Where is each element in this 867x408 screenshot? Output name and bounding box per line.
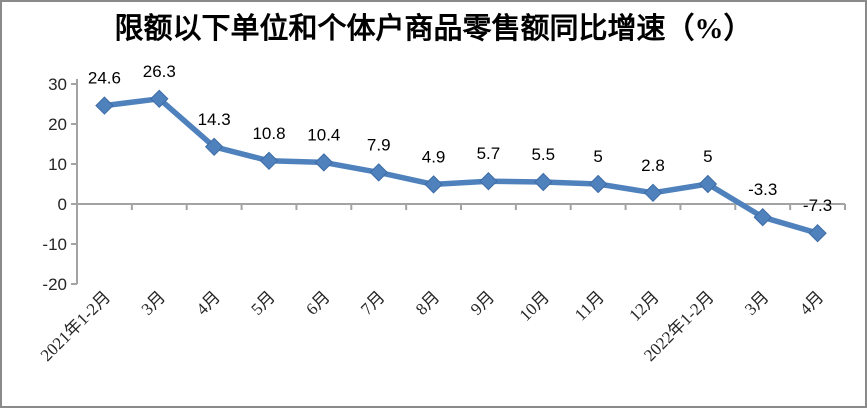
y-tick-label: 20 <box>48 115 67 134</box>
data-point-label: 10.4 <box>307 125 340 144</box>
data-point-marker <box>698 174 718 194</box>
data-point-marker <box>369 163 388 182</box>
data-point-label: 4.9 <box>422 147 446 166</box>
data-point-label: 5.7 <box>477 144 501 163</box>
data-point-marker <box>479 171 498 191</box>
x-category-label: 3月 <box>138 287 169 318</box>
data-point-label: 5 <box>703 147 712 166</box>
data-point-marker <box>534 172 553 192</box>
x-category-label: 7月 <box>357 287 388 318</box>
data-point-label: 24.6 <box>88 69 121 88</box>
x-category-label: 4月 <box>193 287 224 318</box>
x-category-label: 2021年1-2月 <box>37 287 115 365</box>
x-category-label: 9月 <box>467 287 498 318</box>
data-point-label: 14.3 <box>198 110 231 129</box>
data-point-label: 2.8 <box>641 156 665 175</box>
data-point-label: 10.8 <box>252 124 285 143</box>
data-point-label: 26.3 <box>143 62 176 81</box>
y-tick-label: 10 <box>48 155 67 174</box>
data-point-marker <box>259 151 279 171</box>
x-category-label: 4月 <box>796 287 827 318</box>
data-point-marker <box>808 223 827 243</box>
x-category-label: 5月 <box>247 287 278 318</box>
data-point-label: -3.3 <box>748 180 777 199</box>
data-point-marker <box>753 207 772 227</box>
data-point-marker <box>643 183 663 203</box>
x-category-label: 6月 <box>302 287 333 318</box>
data-point-label: 5 <box>593 147 602 166</box>
data-point-marker <box>95 96 114 115</box>
data-point-label: -7.3 <box>803 196 832 215</box>
x-category-label: 10月 <box>516 287 553 324</box>
data-point-label: 7.9 <box>367 135 391 154</box>
y-tick-label: -10 <box>42 235 67 254</box>
data-point-marker <box>314 153 334 172</box>
y-tick-label: 0 <box>58 195 67 214</box>
chart-title: 限额以下单位和个体户商品零售额同比增速（%） <box>114 13 753 45</box>
x-category-label: 8月 <box>412 287 443 318</box>
y-tick-label: 30 <box>48 75 67 94</box>
data-point-marker <box>588 174 608 194</box>
series-line <box>101 96 821 236</box>
data-point-label: 5.5 <box>531 145 555 164</box>
y-tick-label: -20 <box>42 275 67 294</box>
x-category-label: 12月 <box>625 287 662 324</box>
data-point-marker <box>204 137 224 157</box>
data-point-marker <box>424 175 443 194</box>
x-category-label: 3月 <box>741 287 772 318</box>
x-category-label: 11月 <box>571 287 608 324</box>
data-point-marker <box>150 89 169 109</box>
